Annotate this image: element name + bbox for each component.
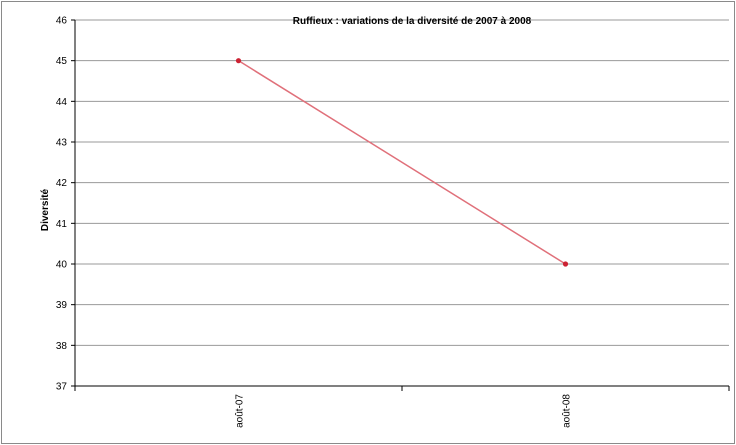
- axes: [71, 19, 730, 391]
- gridlines: [75, 19, 729, 387]
- y-tick-label: 39: [56, 300, 68, 311]
- y-tick-label: 40: [56, 260, 68, 271]
- y-tick-label: 43: [56, 138, 68, 149]
- chart-title: Ruffieux : variations de la diversité de…: [293, 16, 532, 27]
- y-tick-labels: 37 38 39 40 41 42 43 44 45 46: [56, 16, 68, 393]
- y-tick-label: 45: [56, 56, 68, 67]
- data-point: [235, 58, 242, 64]
- series: [235, 58, 569, 267]
- y-tick-label: 46: [56, 16, 68, 27]
- x-tick-labels: août-07 août-08: [235, 394, 573, 428]
- y-tick-label: 38: [56, 341, 68, 352]
- data-point: [562, 261, 569, 267]
- y-tick-label: 42: [56, 178, 68, 189]
- y-tick-label: 44: [56, 97, 68, 108]
- x-tick-label: août-07: [235, 394, 246, 428]
- y-axis-title: Diversité: [40, 188, 51, 231]
- y-tick-label: 41: [56, 219, 68, 230]
- x-tick-label: août-08: [562, 394, 573, 428]
- y-tick-label: 37: [56, 382, 68, 393]
- series-line: [238, 60, 566, 265]
